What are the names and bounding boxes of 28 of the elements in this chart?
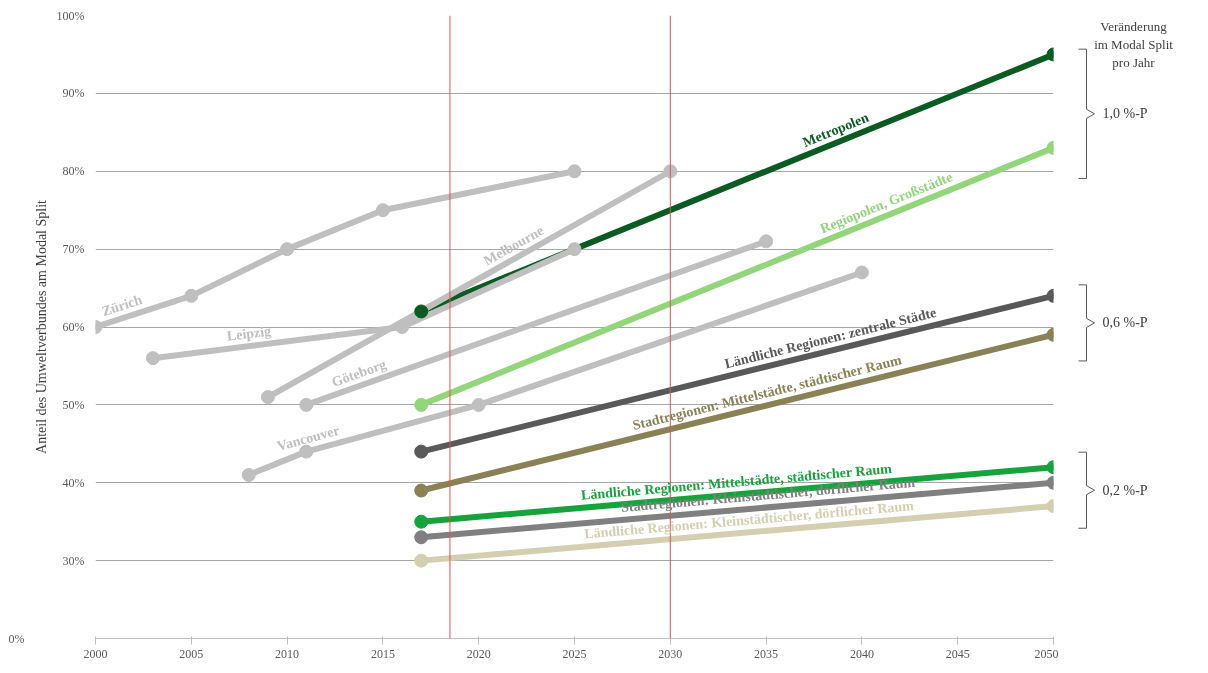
text: Leipzig — [226, 323, 272, 344]
text: Zürich — [100, 291, 145, 320]
x-tick-label: 2030 — [658, 646, 683, 661]
x-tick-label: 2015 — [370, 646, 395, 661]
y-tick-label: 60% — [62, 320, 85, 334]
x-tick-label: 2040 — [849, 646, 874, 661]
x-tick-label: 2050 — [1034, 646, 1059, 661]
text: Veränderung im Modal Split pro Jahr — [1094, 19, 1174, 71]
y-tick-label: 100% — [56, 8, 85, 23]
text: 0,6 %-P — [1102, 315, 1148, 331]
x-tick-label: 2045 — [945, 646, 970, 661]
y-tick-label: 90% — [62, 86, 85, 101]
text: Vancouver — [275, 422, 341, 454]
x-tick-label: 2010 — [275, 646, 300, 661]
x-tick-label: 2005 — [179, 646, 204, 661]
y-tick-label: 30% — [62, 553, 85, 568]
x-tick-label: 2025 — [562, 646, 587, 661]
y-tick-label: 70% — [62, 242, 85, 257]
text: 1,0 %-P — [1102, 106, 1148, 122]
y-tick-label: 80% — [62, 164, 85, 179]
y-tick-label: 50% — [62, 397, 85, 412]
x-tick-label: 2020 — [466, 646, 491, 661]
x-tick-label: 2000 — [83, 646, 108, 661]
text: 0,2 %-P — [1102, 482, 1148, 498]
y-axis-title: Anteil des Umweltverbundes am Modal Split — [33, 199, 49, 454]
x-tick-label: 2035 — [754, 646, 779, 661]
text: 0% — [8, 631, 25, 646]
y-tick-label: 40% — [62, 475, 85, 490]
